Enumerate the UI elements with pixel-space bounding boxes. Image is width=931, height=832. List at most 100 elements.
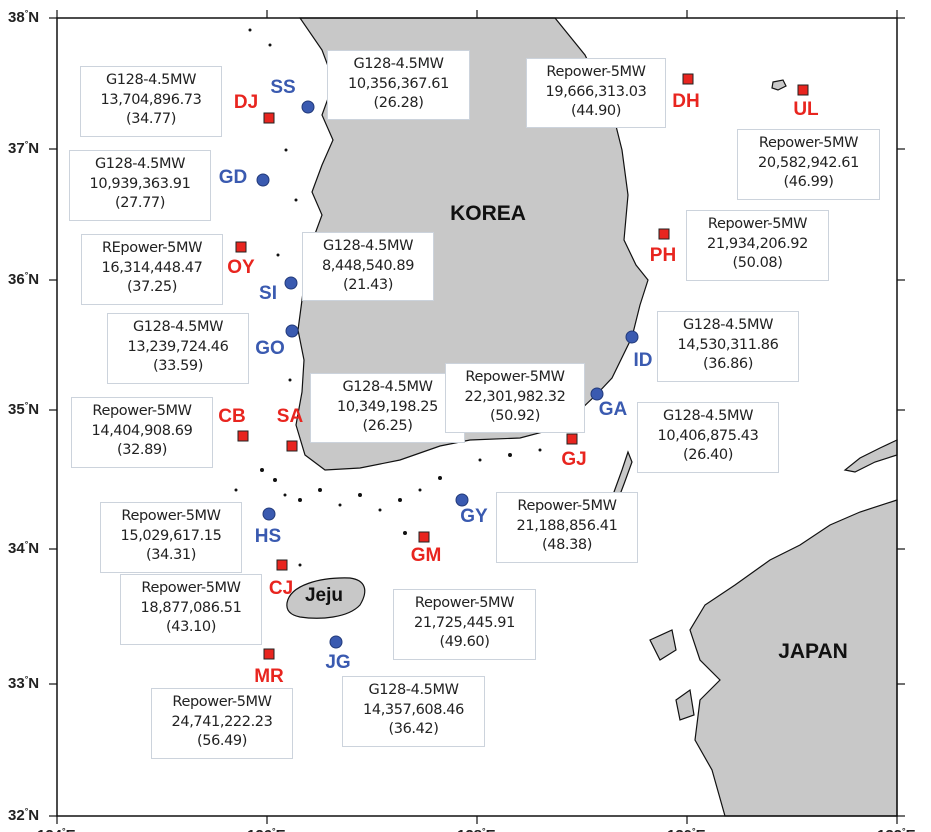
region-label-japan: JAPAN <box>778 640 848 663</box>
station-label-hs: HS <box>254 526 282 547</box>
turbine-value: 10,939,363.91 <box>89 175 191 192</box>
square-marker-icon[interactable] <box>276 559 288 571</box>
turbine-info-box: Repower-5MW 15,029,617.15 (34.31) <box>100 502 242 573</box>
turbine-info-box: Repower-5MW 21,934,206.92 (50.08) <box>686 210 829 281</box>
lat-tick-label: 35°N <box>8 400 39 418</box>
circle-marker-icon[interactable] <box>256 173 270 187</box>
tick-value: 35 <box>8 401 25 418</box>
degree-symbol: ° <box>272 826 276 832</box>
circle-marker-icon[interactable] <box>590 387 604 401</box>
turbine-info-box: Repower-5MW 14,404,908.69 (32.89) <box>71 397 213 468</box>
station-label-ga: GA <box>598 399 628 420</box>
square-marker-icon[interactable] <box>566 433 578 445</box>
tick-value: 33 <box>8 675 25 692</box>
tick-hemisphere: E <box>696 827 706 832</box>
station-label-ss: SS <box>270 77 296 98</box>
degree-symbol: ° <box>482 826 486 832</box>
square-marker-icon[interactable] <box>237 430 249 442</box>
tick-hemisphere: N <box>28 675 40 692</box>
tick-value: 128 <box>457 827 482 832</box>
turbine-model: G128-4.5MW <box>662 408 754 424</box>
ulleung-island <box>771 79 787 91</box>
japan-islands <box>649 629 695 721</box>
circle-marker-icon[interactable] <box>262 507 276 521</box>
lon-tick-label: 124°E <box>37 826 76 832</box>
circle-marker-icon[interactable] <box>455 493 469 507</box>
circle-marker-icon[interactable] <box>329 635 343 649</box>
square-marker-icon[interactable] <box>286 440 298 452</box>
turbine-info-box: G128-4.5MW 10,406,875.43 (26.40) <box>637 402 779 473</box>
tick-value: 124 <box>37 827 62 832</box>
turbine-model: Repower-5MW <box>517 498 617 514</box>
turbine-value: 21,188,856.41 <box>516 517 618 534</box>
tick-hemisphere: N <box>28 540 40 557</box>
degree-symbol: ° <box>62 826 66 832</box>
tick-hemisphere: E <box>66 827 76 832</box>
turbine-model: G128-4.5MW <box>342 379 433 395</box>
degree-symbol: ° <box>24 806 29 816</box>
tick-hemisphere: E <box>486 827 496 832</box>
degree-symbol: ° <box>24 674 29 684</box>
turbine-value: 14,357,608.46 <box>363 701 464 718</box>
turbine-percent: (34.31) <box>145 547 197 563</box>
land <box>286 17 898 817</box>
circle-marker-icon[interactable] <box>284 276 298 290</box>
station-label-dh: DH <box>672 91 700 112</box>
tick-hemisphere: E <box>276 827 286 832</box>
turbine-percent: (26.25) <box>362 418 413 434</box>
station-label-cb: CB <box>218 406 246 427</box>
degree-symbol: ° <box>24 270 29 280</box>
square-marker-icon[interactable] <box>418 531 430 543</box>
tick-value: 32 <box>8 807 25 824</box>
lon-tick-label: 128°E <box>457 826 496 832</box>
jeju-island <box>286 577 366 619</box>
turbine-value: 19,666,313.03 <box>545 83 647 100</box>
turbine-percent: (50.92) <box>489 408 541 424</box>
turbine-model: Repower-5MW <box>758 135 859 151</box>
turbine-info-box: G128-4.5MW 14,530,311.86 (36.86) <box>657 311 799 382</box>
turbine-value: 10,356,367.61 <box>348 75 449 92</box>
turbine-model: G128-4.5MW <box>94 156 186 172</box>
square-marker-icon[interactable] <box>797 84 809 96</box>
tick-value: 36 <box>8 271 25 288</box>
tick-value: 126 <box>247 827 272 832</box>
turbine-value: 13,704,896.73 <box>100 91 202 108</box>
degree-symbol: ° <box>24 400 29 410</box>
turbine-info-box: G128-4.5MW 8,448,540.89 (21.43) <box>302 232 434 301</box>
tick-hemisphere: N <box>28 401 40 418</box>
turbine-model: Repower-5MW <box>172 694 272 710</box>
square-marker-icon[interactable] <box>658 228 670 240</box>
turbine-model: Repower-5MW <box>707 216 808 232</box>
turbine-value: 16,314,448.47 <box>101 259 203 276</box>
turbine-info-box: Repower-5MW 21,725,445.91 (49.60) <box>393 589 536 660</box>
turbine-info-box: G128-4.5MW 13,704,896.73 (34.77) <box>80 66 222 137</box>
station-label-ph: PH <box>649 245 677 266</box>
circle-marker-icon[interactable] <box>285 324 299 338</box>
turbine-info-box: Repower-5MW 22,301,982.32 (50.92) <box>445 363 585 433</box>
square-marker-icon[interactable] <box>263 648 275 660</box>
circle-marker-icon[interactable] <box>625 330 639 344</box>
turbine-model: G128-4.5MW <box>368 682 459 698</box>
station-label-gy: GY <box>460 506 488 527</box>
turbine-value: 15,029,617.15 <box>120 527 222 544</box>
square-marker-icon[interactable] <box>235 241 247 253</box>
tick-hemisphere: N <box>28 807 40 824</box>
turbine-info-box: Repower-5MW 18,877,086.51 (43.10) <box>120 574 262 645</box>
turbine-model: REpower-5MW <box>101 240 203 256</box>
turbine-model: G128-4.5MW <box>353 56 444 72</box>
region-label-korea: KOREA <box>450 202 526 225</box>
axis-ticks <box>49 10 905 824</box>
turbine-model: G128-4.5MW <box>682 317 774 333</box>
turbine-percent: (26.28) <box>373 95 424 111</box>
turbine-value: 13,239,724.46 <box>127 338 229 355</box>
tick-hemisphere: N <box>28 271 40 288</box>
square-marker-icon[interactable] <box>263 112 275 124</box>
turbine-percent: (44.90) <box>570 103 622 119</box>
turbine-value: 20,582,942.61 <box>758 154 859 171</box>
station-label-oy: OY <box>227 257 255 278</box>
square-marker-icon[interactable] <box>682 73 694 85</box>
turbine-info-box: Repower-5MW 24,741,222.23 (56.49) <box>151 688 293 759</box>
circle-marker-icon[interactable] <box>301 100 315 114</box>
station-label-cj: CJ <box>268 578 294 599</box>
region-label-jeju: Jeju <box>304 585 344 606</box>
